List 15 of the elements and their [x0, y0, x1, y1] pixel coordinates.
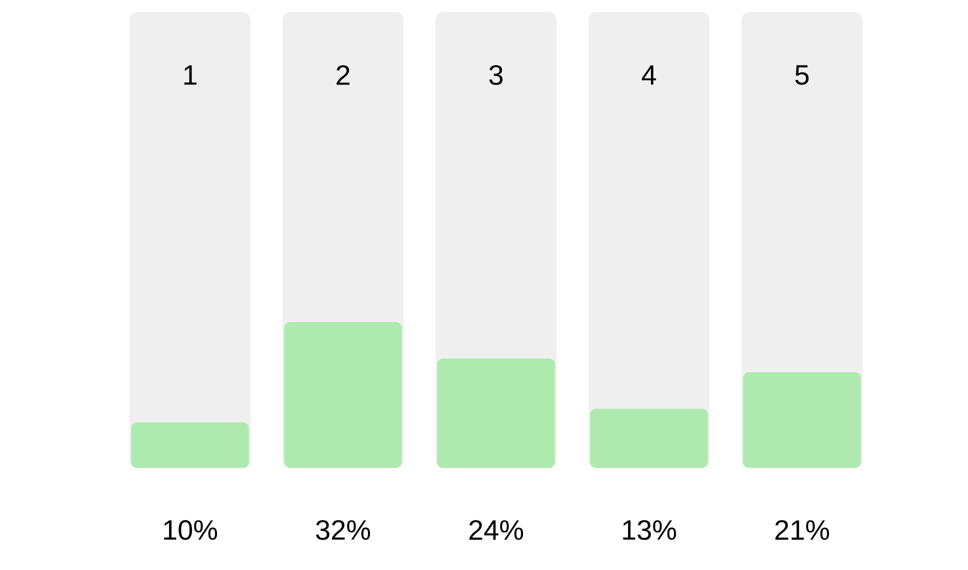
data-label: 32% [316, 520, 370, 540]
x-tick-label: 5 [795, 65, 809, 85]
x-tick-label: 3 [489, 65, 503, 85]
data-label: 21% [775, 520, 830, 540]
x-tick-label: 4 [642, 65, 656, 85]
bar [437, 358, 555, 468]
data-label: 13% [623, 520, 676, 540]
data-label: 10% [164, 520, 218, 540]
x-tick-label: 1 [184, 65, 196, 85]
bar [590, 408, 708, 468]
bar [743, 372, 861, 468]
bar [284, 322, 402, 468]
data-label: 24% [469, 520, 524, 540]
x-tick-label: 2 [336, 65, 350, 85]
bar [131, 422, 249, 468]
